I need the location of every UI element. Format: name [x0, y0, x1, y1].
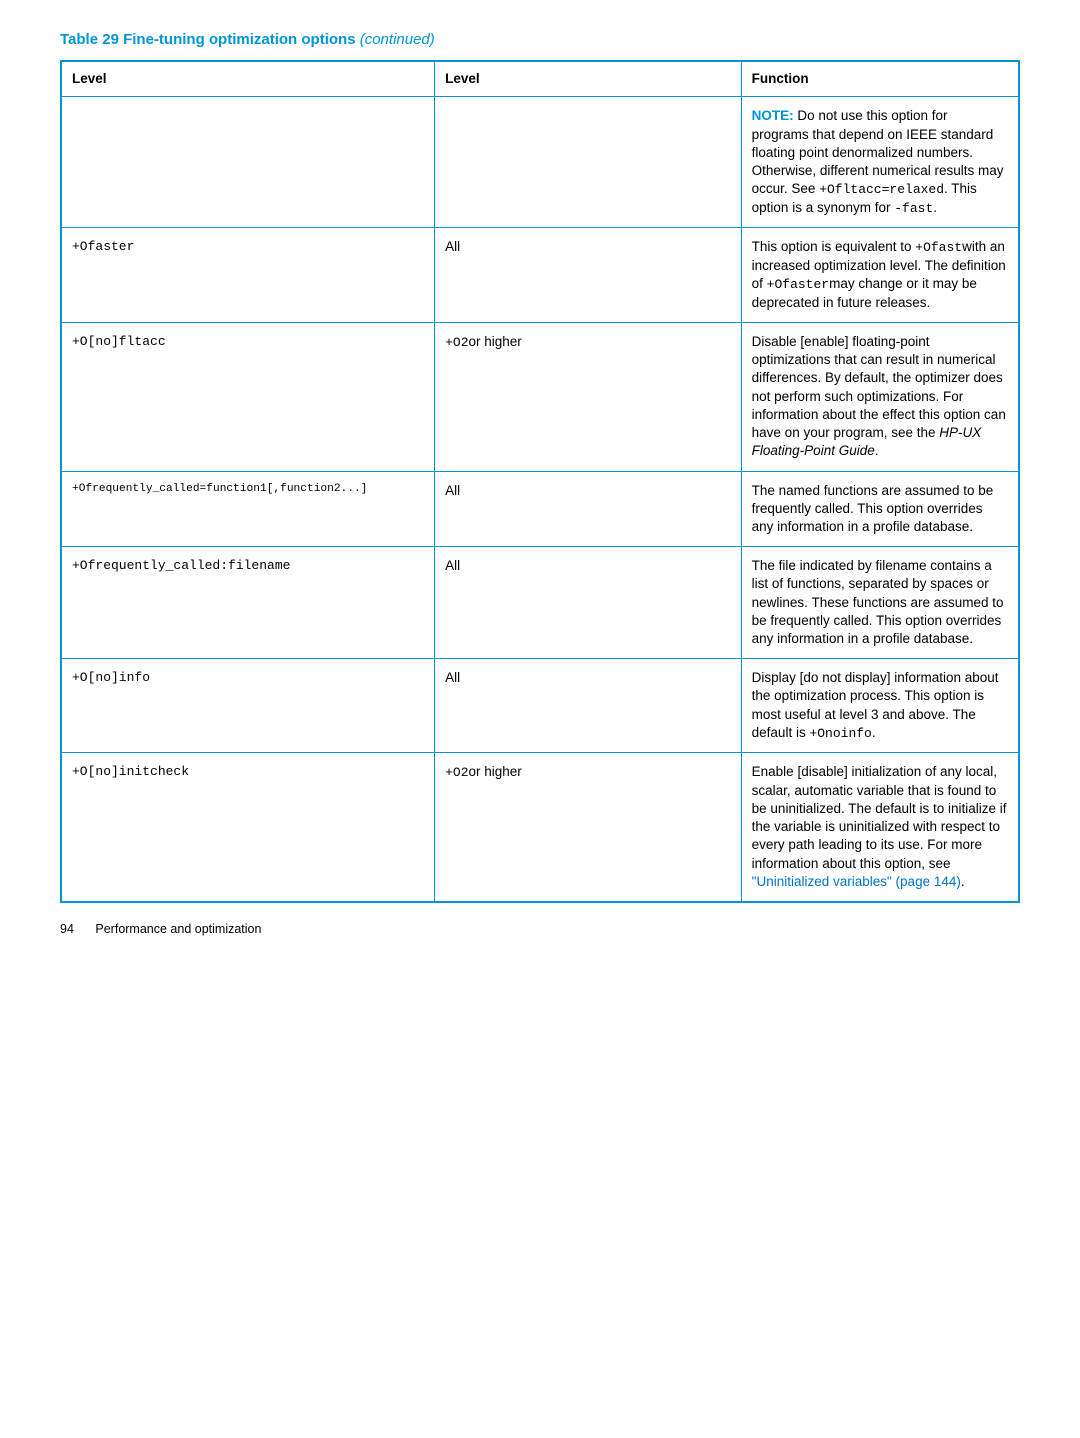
- cell-level: All: [435, 471, 742, 547]
- table-row: +O[no]initcheck +O2or higher Enable [dis…: [61, 753, 1019, 902]
- header-level-1: Level: [61, 61, 435, 97]
- table-row: +O[no]info All Display [do not display] …: [61, 659, 1019, 753]
- func-code-1: +Onoinfo: [809, 726, 871, 741]
- cell-function: Disable [enable] floating-point optimiza…: [741, 322, 1019, 471]
- cell-option: +Ofrequently_called:filename: [61, 547, 435, 659]
- func-text-2: .: [961, 874, 965, 889]
- cell-function: The named functions are assumed to be fr…: [741, 471, 1019, 547]
- note-code-1: +Ofltacc=relaxed: [819, 182, 944, 197]
- table-row: +Ofrequently_called=function1[,function2…: [61, 471, 1019, 547]
- cell-function: The file indicated by filename contains …: [741, 547, 1019, 659]
- page-number: 94: [60, 922, 74, 936]
- level-code: +O2: [445, 765, 468, 780]
- func-text-2: .: [872, 725, 876, 740]
- page-footer: 94 Performance and optimization: [60, 921, 1020, 938]
- func-text-2: .: [875, 443, 879, 458]
- note-code-2: -fast: [894, 201, 933, 216]
- table-row: NOTE: Do not use this option for program…: [61, 97, 1019, 228]
- table-row: +O[no]fltacc +O2or higher Disable [enabl…: [61, 322, 1019, 471]
- cell-level: +O2or higher: [435, 753, 742, 902]
- table-row: +Ofaster All This option is equivalent t…: [61, 228, 1019, 323]
- level-code: +O2: [445, 335, 468, 350]
- header-level-2: Level: [435, 61, 742, 97]
- table-caption: Table 29 Fine-tuning optimization option…: [60, 30, 1020, 50]
- cell-function: Display [do not display] information abo…: [741, 659, 1019, 753]
- note-text-3: .: [933, 200, 937, 215]
- cell-function: This option is equivalent to +Ofastwith …: [741, 228, 1019, 323]
- cell-option: +O[no]fltacc: [61, 322, 435, 471]
- cell-option: +O[no]info: [61, 659, 435, 753]
- cell-function: NOTE: Do not use this option for program…: [741, 97, 1019, 228]
- options-table: Level Level Function NOTE: Do not use th…: [60, 60, 1020, 903]
- cell-option: +Ofaster: [61, 228, 435, 323]
- cell-function: Enable [disable] initialization of any l…: [741, 753, 1019, 902]
- caption-continued: (continued): [360, 31, 435, 48]
- cell-level: All: [435, 228, 742, 323]
- cell-level: All: [435, 547, 742, 659]
- cell-level: [435, 97, 742, 228]
- table-row: +Ofrequently_called:filename All The fil…: [61, 547, 1019, 659]
- footer-section: Performance and optimization: [95, 922, 261, 936]
- level-text: or higher: [469, 764, 522, 779]
- func-code-2: +Ofaster: [767, 277, 829, 292]
- cell-level: +O2or higher: [435, 322, 742, 471]
- table-header-row: Level Level Function: [61, 61, 1019, 97]
- func-text-1: This option is equivalent to: [752, 239, 916, 254]
- func-text-1: Enable [disable] initialization of any l…: [752, 764, 1007, 870]
- level-text: or higher: [469, 334, 522, 349]
- cell-level: All: [435, 659, 742, 753]
- func-code-1: +Ofast: [915, 240, 962, 255]
- cell-option: +Ofrequently_called=function1[,function2…: [61, 471, 435, 547]
- caption-text: Table 29 Fine-tuning optimization option…: [60, 31, 360, 48]
- header-function: Function: [741, 61, 1019, 97]
- note-label: NOTE:: [752, 108, 794, 123]
- cell-option: +O[no]initcheck: [61, 753, 435, 902]
- cell-option: [61, 97, 435, 228]
- func-link[interactable]: "Uninitialized variables" (page 144): [752, 874, 961, 889]
